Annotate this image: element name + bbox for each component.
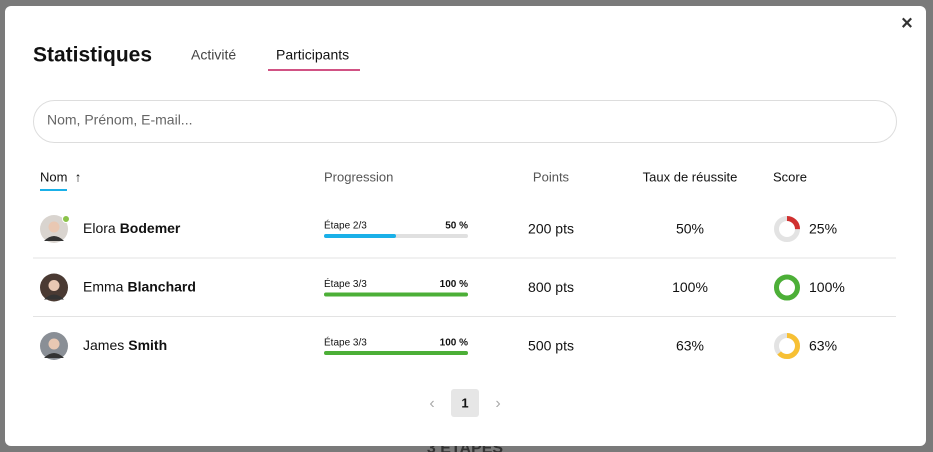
success-rate: 100%: [672, 279, 708, 295]
score-label: 100%: [809, 279, 845, 295]
participant-name: Elora Bodemer: [83, 220, 181, 236]
participant-name: Emma Blanchard: [83, 278, 196, 294]
points: 200 pts: [528, 221, 574, 237]
avatar-body: [44, 353, 64, 358]
last-name: Bodemer: [120, 220, 181, 236]
prev-page[interactable]: ‹: [429, 395, 434, 412]
tab[interactable]: Activité: [191, 47, 236, 63]
avatar: [40, 273, 68, 302]
column-header: Score: [773, 169, 807, 184]
score-arc: [774, 216, 800, 242]
avatar-face: [48, 221, 60, 233]
participant-name: James Smith: [83, 337, 167, 353]
close-button[interactable]: ×: [901, 12, 913, 34]
page-button[interactable]: [451, 389, 479, 417]
modal-title: Statistiques: [33, 44, 152, 67]
step-label: Étape 3/3: [324, 336, 367, 349]
page-number[interactable]: 1: [461, 395, 468, 410]
progress-label: 100 %: [440, 338, 468, 349]
table-body: Elora Bodemer Étape 2/3 50 % 200 pts 50% 25% Em…: [33, 215, 896, 360]
search-placeholder: Nom, Prénom, E-mail...: [47, 112, 192, 128]
avatar-face: [48, 280, 60, 291]
avatar: [40, 215, 68, 243]
progress-bar: [324, 234, 396, 238]
score-label: 63%: [809, 338, 837, 354]
points: 500 pts: [528, 338, 574, 354]
progress-bar: [324, 292, 468, 297]
success-rate: 63%: [676, 338, 704, 354]
avatar-body: [44, 236, 64, 241]
first-name: Elora: [83, 220, 116, 236]
score-arc: [774, 274, 800, 301]
avatar-face: [48, 338, 60, 350]
success-rate: 50%: [676, 221, 704, 237]
step-label: Étape 2/3: [324, 219, 367, 232]
first-name: Emma: [83, 278, 124, 294]
progress-bar: [324, 351, 468, 355]
sort-arrow[interactable]: ↑: [75, 169, 82, 184]
column-header: Points: [533, 169, 570, 184]
first-name: James: [83, 337, 124, 353]
progress-label: 100 %: [440, 279, 468, 290]
tab[interactable]: Participants: [276, 47, 349, 63]
last-name: Blanchard: [127, 278, 195, 294]
next-page[interactable]: ›: [495, 395, 500, 412]
score-label: 25%: [809, 221, 837, 237]
column-header[interactable]: Nom: [40, 169, 67, 184]
step-label: Étape 3/3: [324, 277, 367, 290]
progress-label: 50 %: [445, 221, 468, 232]
online-indicator: [62, 215, 70, 223]
score-arc: [774, 333, 800, 359]
column-header: Progression: [324, 169, 393, 184]
avatar-body: [44, 294, 64, 300]
search-box[interactable]: [33, 100, 897, 143]
column-header: Taux de réussite: [643, 169, 738, 184]
avatar: [40, 332, 68, 360]
last-name: Smith: [128, 337, 167, 353]
points: 800 pts: [528, 279, 574, 295]
